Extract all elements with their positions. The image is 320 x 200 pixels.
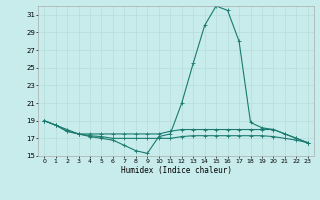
X-axis label: Humidex (Indice chaleur): Humidex (Indice chaleur) — [121, 166, 231, 175]
